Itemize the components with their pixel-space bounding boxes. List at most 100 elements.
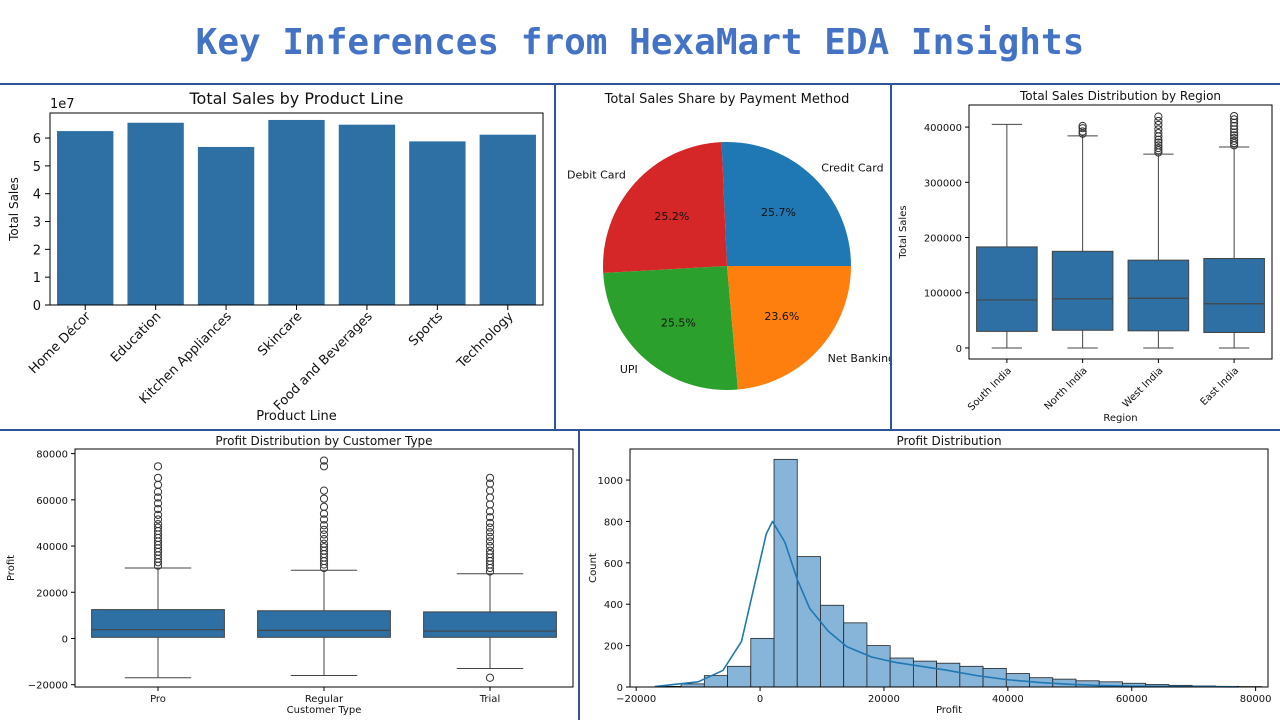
outlier-1-16 [319, 486, 329, 495]
outlier-1-6 [319, 543, 329, 552]
outlier-1-2 [1078, 124, 1087, 133]
outlier-2-10 [1154, 116, 1163, 126]
outlier-0-17 [153, 493, 163, 502]
payment-method-pie-chart: Total Sales Share by Payment Method 25.7%… [556, 85, 890, 429]
outlier-2-12 [485, 523, 495, 532]
x-tick-label-0: Pro [150, 694, 166, 705]
outlier-0-14 [153, 510, 163, 519]
outlier-3-6 [1230, 125, 1239, 134]
outlier-2-17 [485, 493, 495, 502]
outlier-3-1 [1230, 139, 1239, 148]
y-tick-label-1: 100000 [924, 289, 962, 300]
hist-bar-7 [820, 604, 845, 688]
x-axis-label: Product Line [256, 409, 337, 424]
bar-1 [127, 122, 184, 305]
y-tick-label-5: 80000 [36, 450, 68, 461]
box-0 [976, 246, 1038, 332]
y-scale-label: 1e7 [50, 97, 75, 112]
outlier-2-7 [485, 546, 495, 555]
x-tick-label-2: West India [1121, 365, 1166, 410]
x-tick-label-0: South India [966, 365, 1014, 413]
outlier-2-14 [485, 513, 495, 522]
outlier-0-11 [153, 523, 163, 532]
x-tick-label-2: 20000 [868, 694, 900, 705]
outlier-1-14 [319, 502, 329, 511]
x-tick-label-1: Regular [305, 694, 344, 705]
chart-title: Profit Distribution [896, 434, 1001, 448]
pie-label-1: Debit Card [567, 169, 626, 182]
plot-frame [968, 104, 1273, 360]
outlier-2-8 [1154, 125, 1163, 134]
box-1 [1051, 250, 1114, 331]
y-tick-label-4: 400000 [924, 123, 962, 134]
outlier-1-0 [1078, 129, 1087, 138]
y-tick-label-2: 400 [604, 600, 623, 611]
x-axis-label: Profit [936, 705, 962, 716]
outlier-2-0 [485, 673, 495, 682]
slide-title: Key Inferences from HexaMart EDA Insight… [195, 22, 1085, 63]
y-tick-label-6: 6 [33, 132, 41, 147]
outlier-2-8 [485, 541, 495, 551]
outlier-2-13 [485, 518, 495, 528]
outlier-2-11 [485, 528, 495, 537]
hist-bar-3 [727, 665, 752, 688]
pie-label-3: Net Banking [828, 352, 890, 365]
outlier-1-15 [319, 494, 329, 503]
y-axis-label: Profit [6, 555, 17, 581]
hist-bar-5 [773, 458, 798, 688]
outlier-3-7 [1230, 121, 1239, 131]
x-axis-label: Customer Type [287, 705, 362, 716]
outlier-1-10 [319, 525, 329, 534]
pie-label-0: Credit Card [821, 161, 883, 174]
x-tick-label-3: East India [1199, 365, 1242, 408]
divider-v3 [578, 430, 580, 720]
profit-distribution-histogram: Profit Distribution 0 200 400 600 800 1000 −200… [580, 431, 1280, 720]
x-tick-label-3: Skincare [255, 309, 305, 359]
pie-slice-3 [727, 266, 851, 390]
box-1 [257, 610, 391, 638]
bar-3 [268, 119, 325, 306]
x-axis-label: Region [1103, 413, 1137, 424]
y-tick-label-0: 0 [956, 344, 962, 355]
top-divider [0, 83, 1280, 85]
y-tick-label-4: 800 [604, 517, 623, 528]
pie-label-2: UPI [620, 363, 638, 376]
pie-slice-0 [721, 142, 851, 266]
outlier-2-16 [485, 500, 495, 509]
chart-title: Total Sales Share by Payment Method [604, 92, 850, 107]
outlier-1-18 [319, 456, 329, 465]
box-3 [1203, 258, 1265, 333]
outlier-0-13 [153, 515, 163, 524]
kde-line [654, 520, 1238, 688]
chart-title: Profit Distribution by Customer Type [215, 434, 432, 448]
outlier-0-19 [153, 480, 163, 489]
sales-by-region-boxplot: Total Sales Distribution by Region South … [892, 85, 1280, 429]
divider-v1 [554, 84, 556, 430]
bar-5 [409, 141, 466, 305]
x-tick-label-2: Trial [479, 694, 500, 705]
x-tick-label-0: −20000 [616, 694, 656, 705]
outlier-0-21 [153, 462, 163, 471]
outlier-1-17 [319, 462, 329, 471]
chart-title: Total Sales by Product Line [188, 89, 403, 108]
y-tick-label-1: 200 [604, 642, 623, 653]
outlier-3-2 [1230, 136, 1239, 145]
bar-6 [479, 134, 536, 305]
plot-frame [629, 448, 1269, 688]
y-tick-label-2: 2 [33, 243, 41, 258]
outlier-2-9 [1154, 120, 1163, 129]
outlier-1-8 [319, 535, 329, 544]
hist-bar-4 [750, 637, 775, 688]
hist-bar-12 [936, 662, 961, 688]
outlier-2-2 [1154, 143, 1163, 153]
hist-bar-8 [843, 622, 868, 688]
outlier-2-19 [485, 479, 495, 488]
x-tick-label-1: Education [108, 309, 164, 365]
bar-4 [338, 124, 396, 306]
plot-frame [74, 448, 574, 688]
y-tick-label-3: 3 [33, 216, 41, 231]
y-tick-label-1: 1 [33, 271, 41, 286]
box-2 [423, 611, 557, 638]
outlier-3-8 [1230, 118, 1239, 127]
pie-pct-label-1: 25.2% [654, 210, 689, 223]
